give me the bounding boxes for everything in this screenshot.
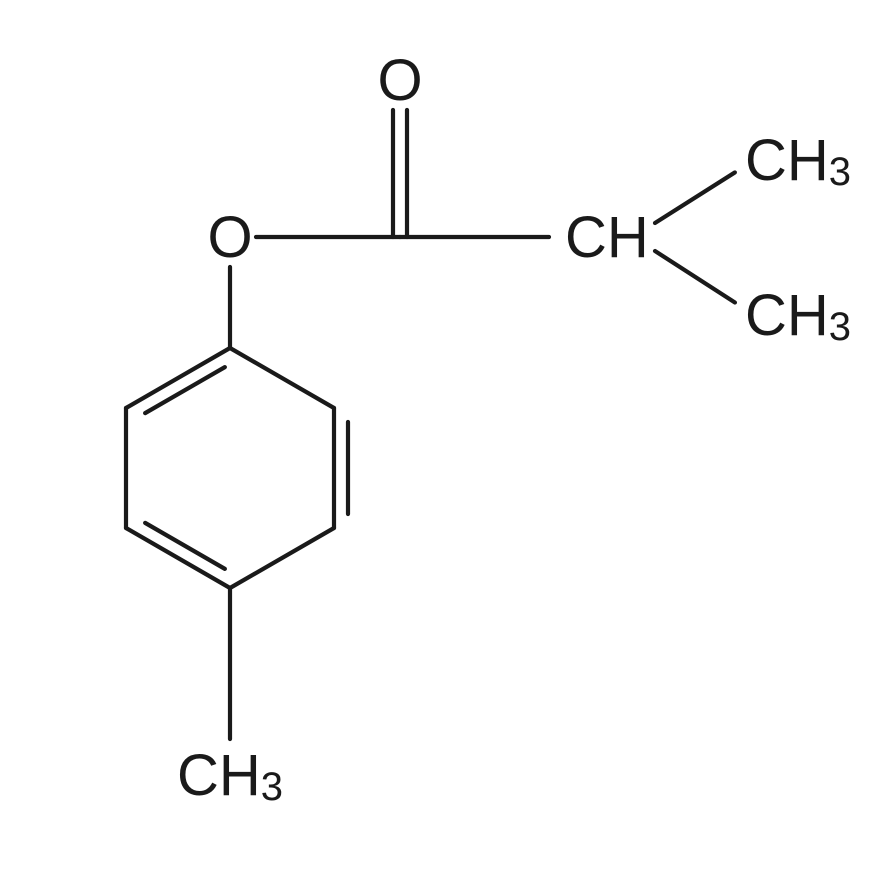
chemical-structure-diagram: O O CH CH3 CH3 CH3 <box>0 0 890 890</box>
atom-label-CH: CH <box>565 205 649 270</box>
atom-label-CH3_para: CH3 <box>177 743 283 810</box>
atom-label-CH3_top: CH3 <box>745 128 851 195</box>
atom-label-CH3_bot: CH3 <box>745 283 851 350</box>
atom-label-O_ester: O <box>207 205 252 270</box>
atom-label-O_double: O <box>377 48 422 113</box>
